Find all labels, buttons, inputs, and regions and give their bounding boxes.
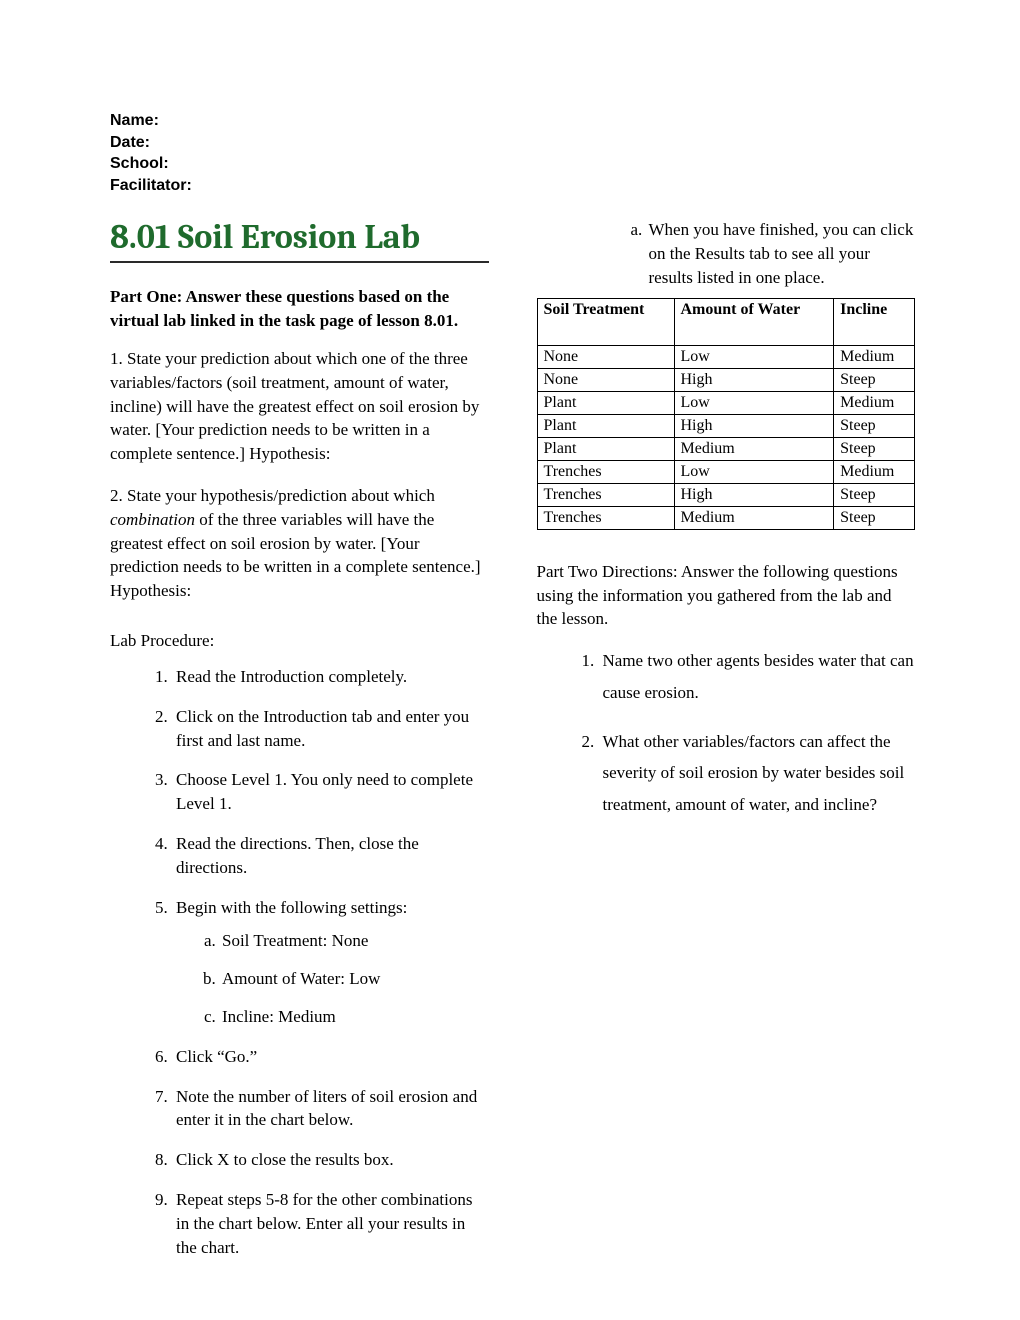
lab-substep: Incline: Medium	[220, 1005, 489, 1029]
cell: Medium	[834, 460, 915, 483]
col-amount-water: Amount of Water	[674, 298, 834, 345]
cell: None	[537, 368, 674, 391]
cell: Steep	[834, 414, 915, 437]
part-one-heading: Part One: Answer these questions based o…	[110, 285, 489, 333]
lab-substep: Amount of Water: Low	[220, 967, 489, 991]
part-two-q2: What other variables/factors can affect …	[599, 726, 916, 820]
lab-step: Read the directions. Then, close the dir…	[172, 832, 489, 880]
cell: Trenches	[537, 460, 674, 483]
lab-step: Note the number of liters of soil erosio…	[172, 1085, 489, 1133]
question-2: 2. State your hypothesis/prediction abou…	[110, 484, 489, 603]
cell: Plant	[537, 414, 674, 437]
cell: Steep	[834, 506, 915, 529]
lab-step-5-sublist: Soil Treatment: None Amount of Water: Lo…	[176, 929, 489, 1028]
lab-step-text: Begin with the following settings:	[176, 898, 407, 917]
lab-substep: When you have finished, you can click on…	[647, 218, 916, 289]
lab-step: Begin with the following settings: Soil …	[172, 896, 489, 1029]
lab-step: Click X to close the results box.	[172, 1148, 489, 1172]
cell: Trenches	[537, 506, 674, 529]
cell: Trenches	[537, 483, 674, 506]
q2-pre: 2. State your hypothesis/prediction abou…	[110, 486, 435, 505]
cell: High	[674, 483, 834, 506]
part-two-heading: Part Two Directions: Answer the followin…	[537, 560, 916, 631]
lab-substep: Soil Treatment: None	[220, 929, 489, 953]
table-row: Trenches Low Medium	[537, 460, 915, 483]
table-header-row: Soil Treatment Amount of Water Incline	[537, 298, 915, 345]
table-row: Trenches High Steep	[537, 483, 915, 506]
results-table: Soil Treatment Amount of Water Incline N…	[537, 298, 916, 530]
date-label: Date:	[110, 132, 915, 154]
page: Name: Date: School: Facilitator: 8.01 So…	[0, 0, 1020, 1320]
col-incline: Incline	[834, 298, 915, 345]
lab-step: Choose Level 1. You only need to complet…	[172, 768, 489, 816]
text-columns: 8.01 Soil Erosion Lab Part One: Answer t…	[110, 218, 915, 1278]
lab-step: Read the Introduction completely.	[172, 665, 489, 689]
cell: Plant	[537, 391, 674, 414]
lab-step: Click on the Introduction tab and enter …	[172, 705, 489, 753]
question-1: 1. State your prediction about which one…	[110, 347, 489, 466]
cell: Plant	[537, 437, 674, 460]
cell: Low	[674, 345, 834, 368]
table-row: Trenches Medium Steep	[537, 506, 915, 529]
cell: Medium	[674, 437, 834, 460]
lab-step-9-sublist: When you have finished, you can click on…	[603, 218, 916, 289]
cell: High	[674, 414, 834, 437]
cell: None	[537, 345, 674, 368]
cell: Medium	[834, 391, 915, 414]
cell: High	[674, 368, 834, 391]
lab-step: Click “Go.”	[172, 1045, 489, 1069]
cell: Steep	[834, 437, 915, 460]
table-row: None High Steep	[537, 368, 915, 391]
part-two-q1: Name two other agents besides water that…	[599, 645, 916, 708]
q2-em: combination	[110, 510, 195, 529]
table-row: Plant Medium Steep	[537, 437, 915, 460]
name-label: Name:	[110, 110, 915, 132]
school-label: School:	[110, 153, 915, 175]
page-title: 8.01 Soil Erosion Lab	[110, 218, 489, 263]
table-row: Plant Low Medium	[537, 391, 915, 414]
cell: Steep	[834, 368, 915, 391]
header-block: Name: Date: School: Facilitator:	[110, 110, 915, 196]
part-two-questions: Name two other agents besides water that…	[537, 645, 916, 820]
lab-step-text: Repeat steps 5-8 for the other combinati…	[176, 1190, 472, 1257]
cell: Low	[674, 391, 834, 414]
cell: Steep	[834, 483, 915, 506]
lab-procedure-label: Lab Procedure:	[110, 631, 489, 651]
table-row: Plant High Steep	[537, 414, 915, 437]
cell: Medium	[674, 506, 834, 529]
facilitator-label: Facilitator:	[110, 175, 915, 197]
cell: Medium	[834, 345, 915, 368]
cell: Low	[674, 460, 834, 483]
col-soil-treatment: Soil Treatment	[537, 298, 674, 345]
table-row: None Low Medium	[537, 345, 915, 368]
